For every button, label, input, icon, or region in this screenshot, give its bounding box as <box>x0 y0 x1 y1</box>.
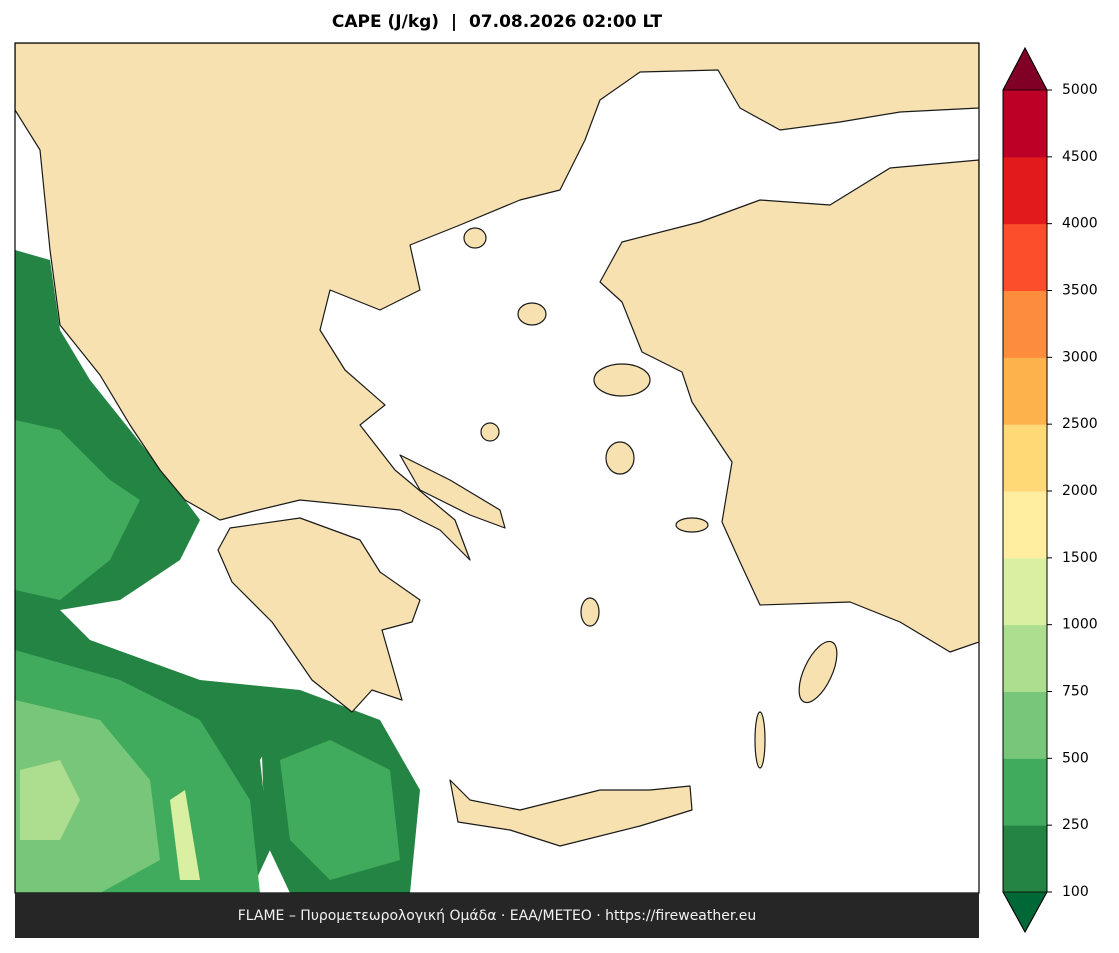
land <box>593 363 651 397</box>
colorbar-tick-label: 4000 <box>1062 216 1098 232</box>
colorbar-under <box>1002 891 1048 933</box>
colorbar-tick-label: 5000 <box>1062 82 1098 98</box>
colorbar-tick-label: 250 <box>1062 817 1089 833</box>
colorbar-tick-label: 2000 <box>1062 483 1098 499</box>
footer-text: FLAME – Πυρομετεωρολογική Ομάδα · ΕΑΑ/ME… <box>238 908 757 924</box>
colorbar-tick-label: 750 <box>1062 684 1089 700</box>
colorbar-bin <box>1003 424 1047 492</box>
land <box>754 711 766 769</box>
map <box>15 43 979 893</box>
colorbar-tick-label: 4500 <box>1062 149 1098 165</box>
cape-area <box>15 420 140 600</box>
colorbar-bin <box>1003 758 1047 826</box>
land <box>675 517 709 533</box>
colorbar-bin <box>1003 691 1047 759</box>
cape-area <box>280 740 400 880</box>
colorbar-bin <box>1003 557 1047 626</box>
colorbar-tick-label: 1500 <box>1062 550 1098 566</box>
colorbar-bin <box>1003 825 1047 893</box>
land <box>480 422 500 442</box>
land <box>580 597 600 627</box>
land <box>463 227 487 249</box>
land <box>399 454 506 529</box>
colorbar-tick-label: 3000 <box>1062 349 1098 365</box>
land <box>599 159 979 653</box>
land <box>217 517 421 713</box>
land <box>798 640 838 704</box>
map-title: CAPE (J/kg) | 07.08.2026 02:00 LT <box>332 12 663 32</box>
colorbar-tick-label: 3500 <box>1062 283 1098 299</box>
colorbar-bin <box>1003 290 1047 358</box>
colorbar-bin <box>1003 90 1047 158</box>
colorbar-bin <box>1003 491 1047 559</box>
cape-area <box>170 790 200 880</box>
land <box>517 302 547 326</box>
footer-bar <box>15 893 979 938</box>
colorbar: 100 250 500 750 1000 1500 2000 2500 3000 3500 4000… <box>1002 46 1098 934</box>
colorbar-tick-label: 500 <box>1062 750 1089 766</box>
land <box>605 441 635 475</box>
colorbar-tick-label: 100 <box>1062 884 1089 900</box>
colorbar-bin <box>1003 156 1047 225</box>
cape-area <box>15 700 160 893</box>
cape-area <box>20 760 80 840</box>
colorbar-bin <box>1003 223 1047 291</box>
colorbar-tick-label: 2500 <box>1062 416 1098 432</box>
colorbar-bin <box>1003 357 1047 425</box>
colorbar-tick-label: 1000 <box>1062 617 1098 633</box>
land <box>449 779 693 847</box>
colorbar-bin <box>1003 624 1047 692</box>
colorbar-over <box>1002 47 1048 91</box>
land <box>15 43 979 561</box>
